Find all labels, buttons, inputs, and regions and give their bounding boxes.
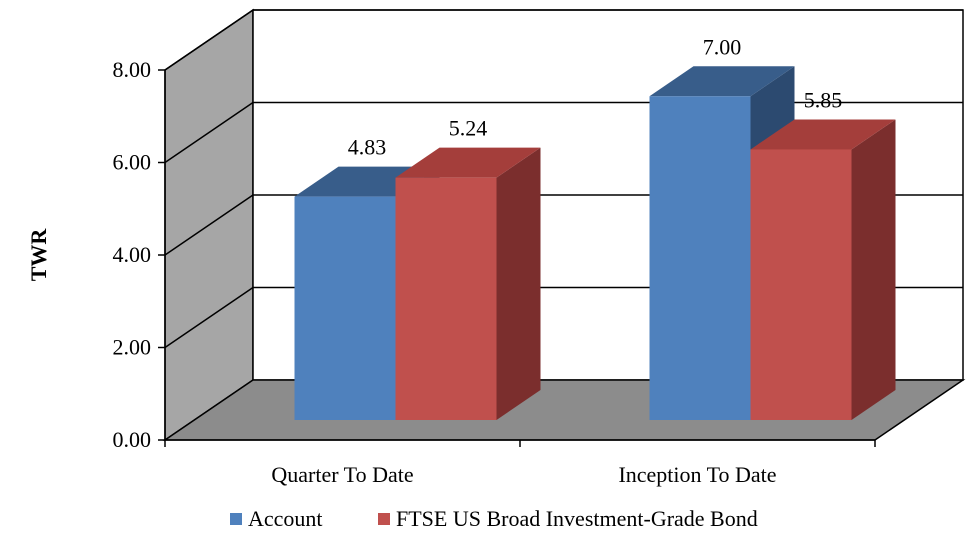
gridline-side [164, 9, 254, 71]
bar-side [851, 119, 896, 420]
data-label: 7.00 [703, 34, 742, 59]
legend-swatch [230, 513, 242, 525]
gridline-side [164, 101, 254, 164]
y-tick-label: 4.00 [113, 242, 152, 267]
gridline-side [164, 194, 254, 256]
legend-swatch [378, 513, 390, 525]
bar-top [750, 119, 896, 150]
bar-side [496, 147, 541, 420]
x-tick-label: Inception To Date [618, 462, 776, 487]
gridline-side [164, 286, 254, 349]
bar-top [649, 66, 795, 97]
data-label: 5.85 [804, 87, 843, 112]
bar-top [395, 147, 541, 178]
bar [750, 149, 852, 420]
bar [395, 177, 497, 420]
legend-label: Account [248, 506, 323, 531]
y-tick-label: 0.00 [113, 427, 152, 452]
y-tick-label: 8.00 [113, 57, 152, 82]
bar [294, 196, 396, 420]
y-tick-label: 6.00 [113, 150, 152, 175]
data-label: 4.83 [348, 135, 387, 160]
data-label: 5.24 [449, 116, 488, 141]
y-axis-title: TWR [26, 228, 51, 282]
bar [649, 96, 751, 420]
x-tick-label: Quarter To Date [271, 462, 413, 487]
legend-label: FTSE US Broad Investment-Grade Bond [396, 506, 758, 531]
y-tick-label: 2.00 [113, 335, 152, 360]
